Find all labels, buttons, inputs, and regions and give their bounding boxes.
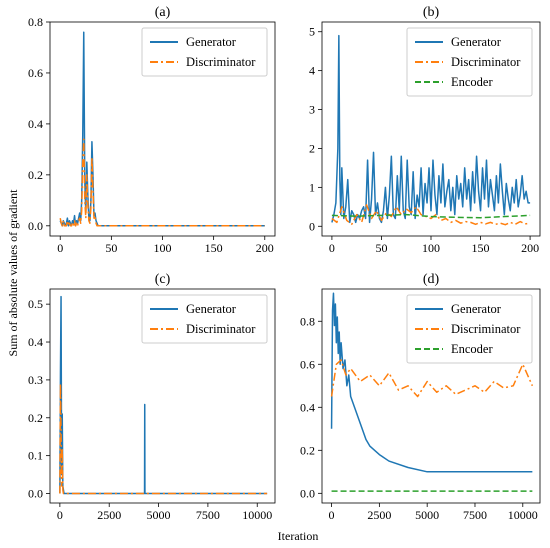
axes-frame <box>321 21 541 237</box>
axes-frame <box>49 288 276 504</box>
chart-panel-1: (a) 0 50 100 150 200 0.0 0.2 0.4 0.6 0.8 Generator D… <box>28 5 276 255</box>
legend-label: Encoder <box>451 75 493 89</box>
y-tick-label: 0.2 <box>28 168 43 182</box>
series-line-generator <box>331 34 531 224</box>
y-tick-label: 0 <box>309 219 315 233</box>
legend-label: Generator <box>186 35 237 49</box>
y-tick-label: 0.3 <box>28 373 43 387</box>
x-tick-label: 50 <box>105 241 117 255</box>
x-tick-label: 0 <box>57 241 63 255</box>
y-tick-label: 0.0 <box>28 219 43 233</box>
x-tick-label: 5000 <box>147 508 171 522</box>
x-tick-label: 50 <box>375 241 387 255</box>
x-tick-label: 200 <box>521 241 539 255</box>
legend-label: Generator <box>451 302 502 316</box>
y-tick-label: 0.1 <box>28 449 43 463</box>
y-tick-label: 3 <box>309 103 315 117</box>
series-line-discriminator <box>330 359 534 398</box>
y-tick-label: 1 <box>309 180 315 194</box>
x-tick-label: 10000 <box>508 508 538 522</box>
chart-panel-2: (b) 0 50 100 150 200 0 1 2 3 4 5 Generator Discrimina… <box>309 5 541 255</box>
y-tick-label: 0.6 <box>28 66 43 80</box>
panel-title: (d) <box>423 272 440 287</box>
y-tick-label: 0.5 <box>28 297 43 311</box>
x-tick-label: 5000 <box>415 508 439 522</box>
chart-panel-4: (d) 0 2500 5000 7500 10000 0.0 0.2 0.4 0.6 0.8 Gene… <box>300 272 541 522</box>
legend-label: Discriminator <box>186 322 256 336</box>
x-tick-label: 10000 <box>242 508 272 522</box>
axes-frame <box>321 288 541 504</box>
plot-area <box>59 295 268 495</box>
y-tick-label: 5 <box>309 25 315 39</box>
plot-area <box>330 292 534 492</box>
x-tick-label: 200 <box>256 241 274 255</box>
panel-title: (a) <box>155 5 171 20</box>
series-line-encoder <box>331 213 531 219</box>
y-tick-label: 0.0 <box>28 487 43 501</box>
y-tick-label: 0.4 <box>28 117 43 131</box>
legend-label: Discriminator <box>186 55 256 69</box>
legend-box <box>141 294 268 344</box>
legend: Generator Discriminator Encoder <box>406 294 533 364</box>
x-tick-label: 100 <box>154 241 172 255</box>
y-tick-label: 0.4 <box>300 400 315 414</box>
legend-label: Encoder <box>451 342 493 356</box>
legend: Generator Discriminator Encoder <box>406 27 533 97</box>
series-line-discriminator <box>331 204 531 226</box>
legend-box <box>406 27 533 97</box>
series-line-generator <box>330 292 533 473</box>
y-tick-label: 0.8 <box>28 15 43 29</box>
axes-frame <box>49 21 276 237</box>
legend-box <box>141 27 268 77</box>
y-tick-label: 4 <box>309 64 315 78</box>
legend-label: Discriminator <box>451 55 521 69</box>
legend: Generator Discriminator <box>141 294 268 344</box>
y-tick-label: 0.2 <box>28 411 43 425</box>
legend-label: Generator <box>186 302 237 316</box>
y-tick-label: 2 <box>309 141 315 155</box>
series-line-discriminator <box>59 138 265 227</box>
plot-area <box>331 34 531 226</box>
series-line-discriminator <box>59 382 268 495</box>
y-axis-label: Sum of absolute values of gradient <box>6 189 20 357</box>
y-tick-label: 0.8 <box>300 314 315 328</box>
y-tick-label: 0.6 <box>300 357 315 371</box>
legend-label: Generator <box>451 35 502 49</box>
x-tick-label: 7500 <box>196 508 220 522</box>
panel-title: (b) <box>423 5 440 20</box>
panel-title: (c) <box>155 272 171 287</box>
x-tick-label: 100 <box>422 241 440 255</box>
x-tick-label: 2500 <box>97 508 121 522</box>
x-axis-label: Iteration <box>278 529 319 543</box>
x-tick-label: 0 <box>57 508 63 522</box>
x-tick-label: 2500 <box>367 508 391 522</box>
y-tick-label: 0.4 <box>28 335 43 349</box>
y-tick-label: 0.0 <box>300 486 315 500</box>
legend-box <box>406 294 533 364</box>
plot-area <box>59 31 265 227</box>
legend-label: Discriminator <box>451 322 521 336</box>
x-tick-label: 0 <box>329 508 335 522</box>
chart-panel-3: (c) 0 2500 5000 7500 10000 0.0 0.1 0.2 0.3 0.4 0.5 G… <box>28 272 276 522</box>
series-line-generator <box>59 295 268 495</box>
y-tick-label: 0.2 <box>300 443 315 457</box>
x-tick-label: 150 <box>472 241 490 255</box>
x-tick-label: 150 <box>205 241 223 255</box>
legend: Generator Discriminator <box>141 27 268 77</box>
x-tick-label: 0 <box>329 241 335 255</box>
x-tick-label: 7500 <box>463 508 487 522</box>
